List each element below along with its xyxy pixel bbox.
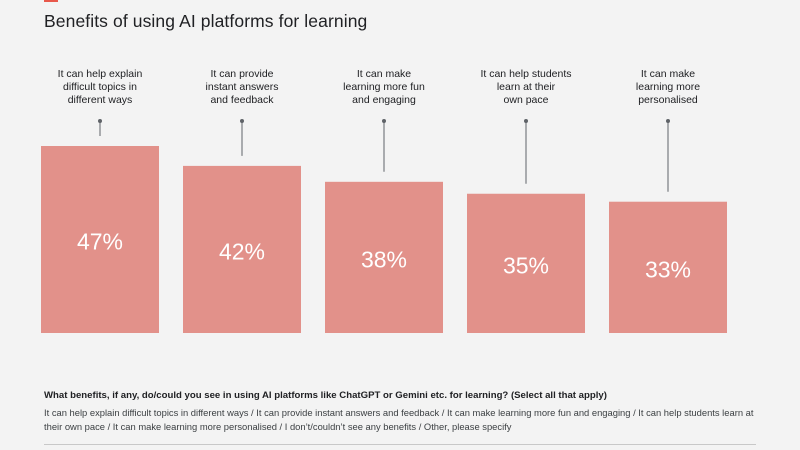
leader-dot-5 (666, 119, 670, 123)
bar-chart: 47% It can help explain difficult topics i… (41, 68, 727, 333)
title-accent-line (44, 0, 58, 2)
bar-5 (609, 201, 727, 333)
category-label-1: It can help explain difficult topics in di… (58, 68, 143, 106)
footer-divider (44, 444, 756, 445)
bar-3 (325, 181, 443, 333)
bar-2 (183, 165, 301, 333)
category-label-4: It can help students learn at their own pa… (480, 68, 571, 106)
survey-answer-options: It can help explain difficult topics in … (44, 407, 754, 432)
category-label-3: It can make learning more fun and engaging (343, 68, 425, 106)
bar-value-label-3: 38% (361, 246, 407, 272)
bar-value-label-1: 47% (77, 229, 123, 255)
leader-dot-1 (98, 119, 102, 123)
bar-value-label-4: 35% (503, 252, 549, 278)
leader-dot-3 (382, 119, 386, 123)
bar-value-label-5: 33% (645, 256, 691, 282)
chart-title: Benefits of using AI platforms for learn… (44, 11, 368, 31)
bar-1 (41, 146, 159, 333)
bar-4 (467, 193, 585, 333)
leader-dot-4 (524, 119, 528, 123)
survey-question: What benefits, if any, do/could you see … (44, 390, 607, 401)
bar-value-label-2: 42% (219, 238, 265, 264)
category-label-2: It can provide instant answers and feedbac… (206, 68, 279, 106)
category-label-5: It can make learning more personalised (636, 68, 700, 106)
leader-dot-2 (240, 119, 244, 123)
